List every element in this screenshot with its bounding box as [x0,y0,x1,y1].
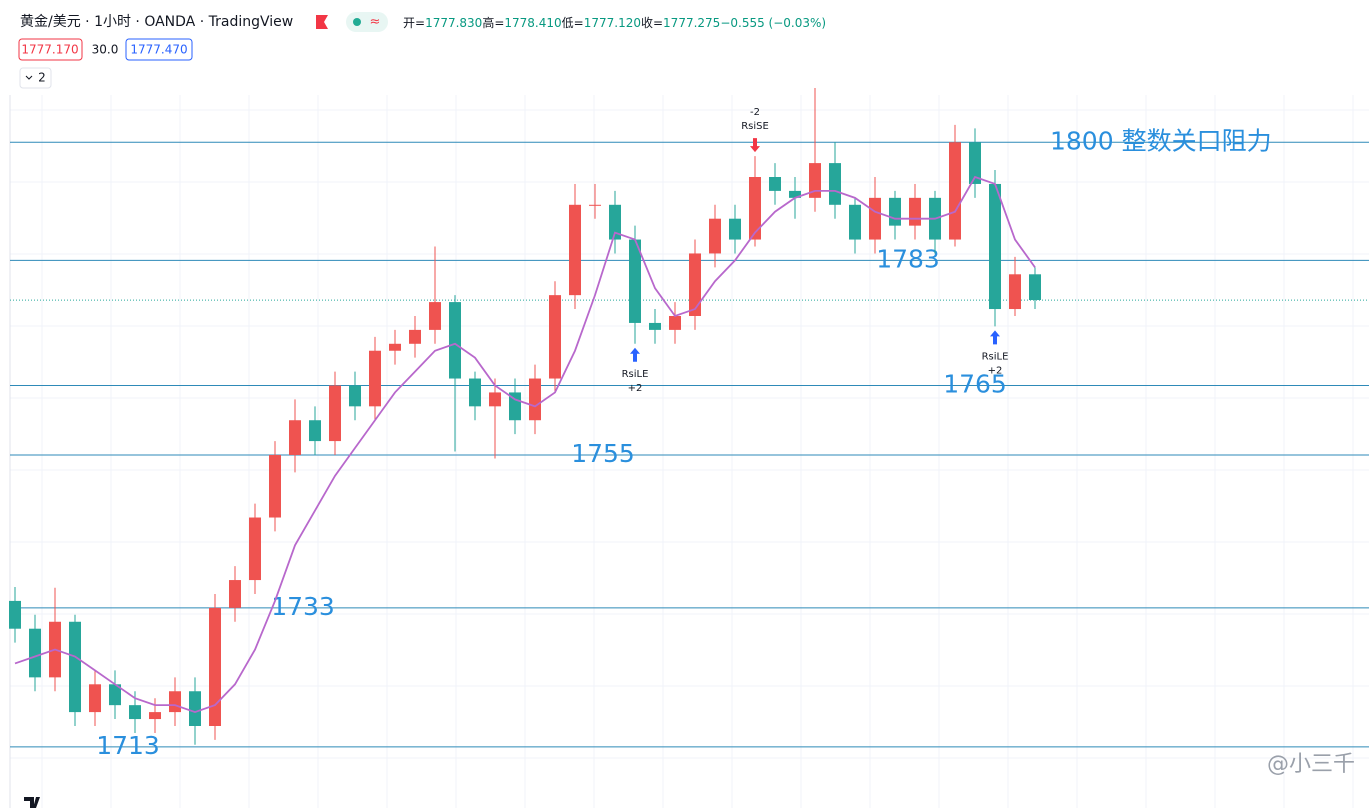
candle-body [209,607,221,726]
candle-body [149,712,161,720]
candle-body [429,302,441,330]
buy-box[interactable] [125,38,193,61]
candle-body [309,420,321,442]
ohlc-value: 1777.120 [584,16,641,30]
signal-qty: +2 [988,365,1003,376]
sell-box[interactable] [18,38,83,61]
candle-body [269,454,281,518]
ohlc-label: 收= [641,16,663,30]
ohlc-values: 开=1777.830高=1778.410低=1777.120收=1777.275… [403,15,826,30]
candle-body [29,628,41,678]
long-arrow [990,330,1000,345]
sell-price: 1777.170 [21,43,78,57]
level-label: 1800 整数关口阻力 [1050,126,1272,155]
candle-body [1029,274,1041,301]
candle-body [629,239,641,323]
candle-body [489,392,501,407]
candle-body [609,204,621,240]
buy-price: 1777.470 [130,43,187,57]
ohlc-label: 低= [562,16,584,30]
short-arrow [750,138,760,153]
candle-body [389,343,401,351]
symbol-title: 黄金/美元 · 1小时 · OANDA · TradingView [20,13,293,30]
candle-body [649,322,661,330]
long-arrow [630,347,640,362]
candle-body [749,177,761,240]
candle-body [549,295,561,379]
status-dot [353,18,361,26]
ohlc-label: 高= [482,15,504,30]
watermark: @小三千 [1267,752,1355,777]
candle-body [709,218,721,254]
candle-body [289,420,301,455]
candle-body [449,302,461,379]
candle-body [9,600,21,629]
candle-body [809,163,821,198]
ohlc-change: −0.555 (−0.03%) [720,16,826,30]
candle-body [669,315,681,330]
candle-body [869,197,881,240]
indicator-count: 2 [38,71,46,85]
candle-body [909,197,921,226]
level-label: 1783 [876,244,940,273]
candle-body [969,142,981,184]
background-grid [10,95,1369,808]
candle-body [689,253,701,316]
candle-body [769,177,781,191]
signal-label: RsiSE [741,121,769,132]
ohlc-value: 1778.410 [504,16,561,30]
candle-body [369,350,381,407]
candle-body [729,218,741,240]
ohlc-label: 开= [403,16,425,30]
moving-average [14,175,1036,714]
candle-body [349,385,361,407]
tv-logo [24,797,40,808]
signal-qty: -2 [750,107,760,118]
candle-body [949,142,961,240]
chevron [25,75,33,80]
status-pill [346,12,388,32]
ohlc-value: 1777.830 [425,16,482,30]
candle-body [189,691,201,726]
plot-area: 1713 1733 1755 1765 1783 1800 整数关口阻力 RsiLE +2 Rs… [9,88,1369,760]
candle-body [529,378,541,421]
signal-qty: +2 [628,383,643,394]
indicator-toggle[interactable] [19,67,52,89]
candle-body [469,378,481,407]
ohlc-value: 1777.275 [663,16,720,30]
candle-body [109,684,121,706]
candle-body [329,385,341,442]
spread: 30.0 [92,43,119,57]
candle-body [89,684,101,713]
candle-body [169,691,181,713]
candle-body [129,705,141,720]
signal-label: RsiLE [982,351,1009,362]
level-label: 1713 [96,731,160,760]
flag-icon [316,15,328,29]
candle-body [829,163,841,205]
candle-body [889,197,901,226]
candle-body [989,183,1001,310]
badge: ≈ [370,15,381,30]
candle-body [69,621,81,713]
candle-body [849,204,861,240]
candle-body [249,517,261,581]
candle-body [569,204,581,296]
candle-body [789,190,801,198]
candle-body [589,204,601,206]
signal-label: RsiLE [622,369,649,380]
candle-body [409,329,421,344]
candle-body [1009,274,1021,310]
candle-body [509,392,521,421]
level-label: 1765 [943,369,1007,398]
candle-body [229,580,241,608]
level-label: 1755 [571,439,635,468]
level-label: 1733 [271,592,335,621]
